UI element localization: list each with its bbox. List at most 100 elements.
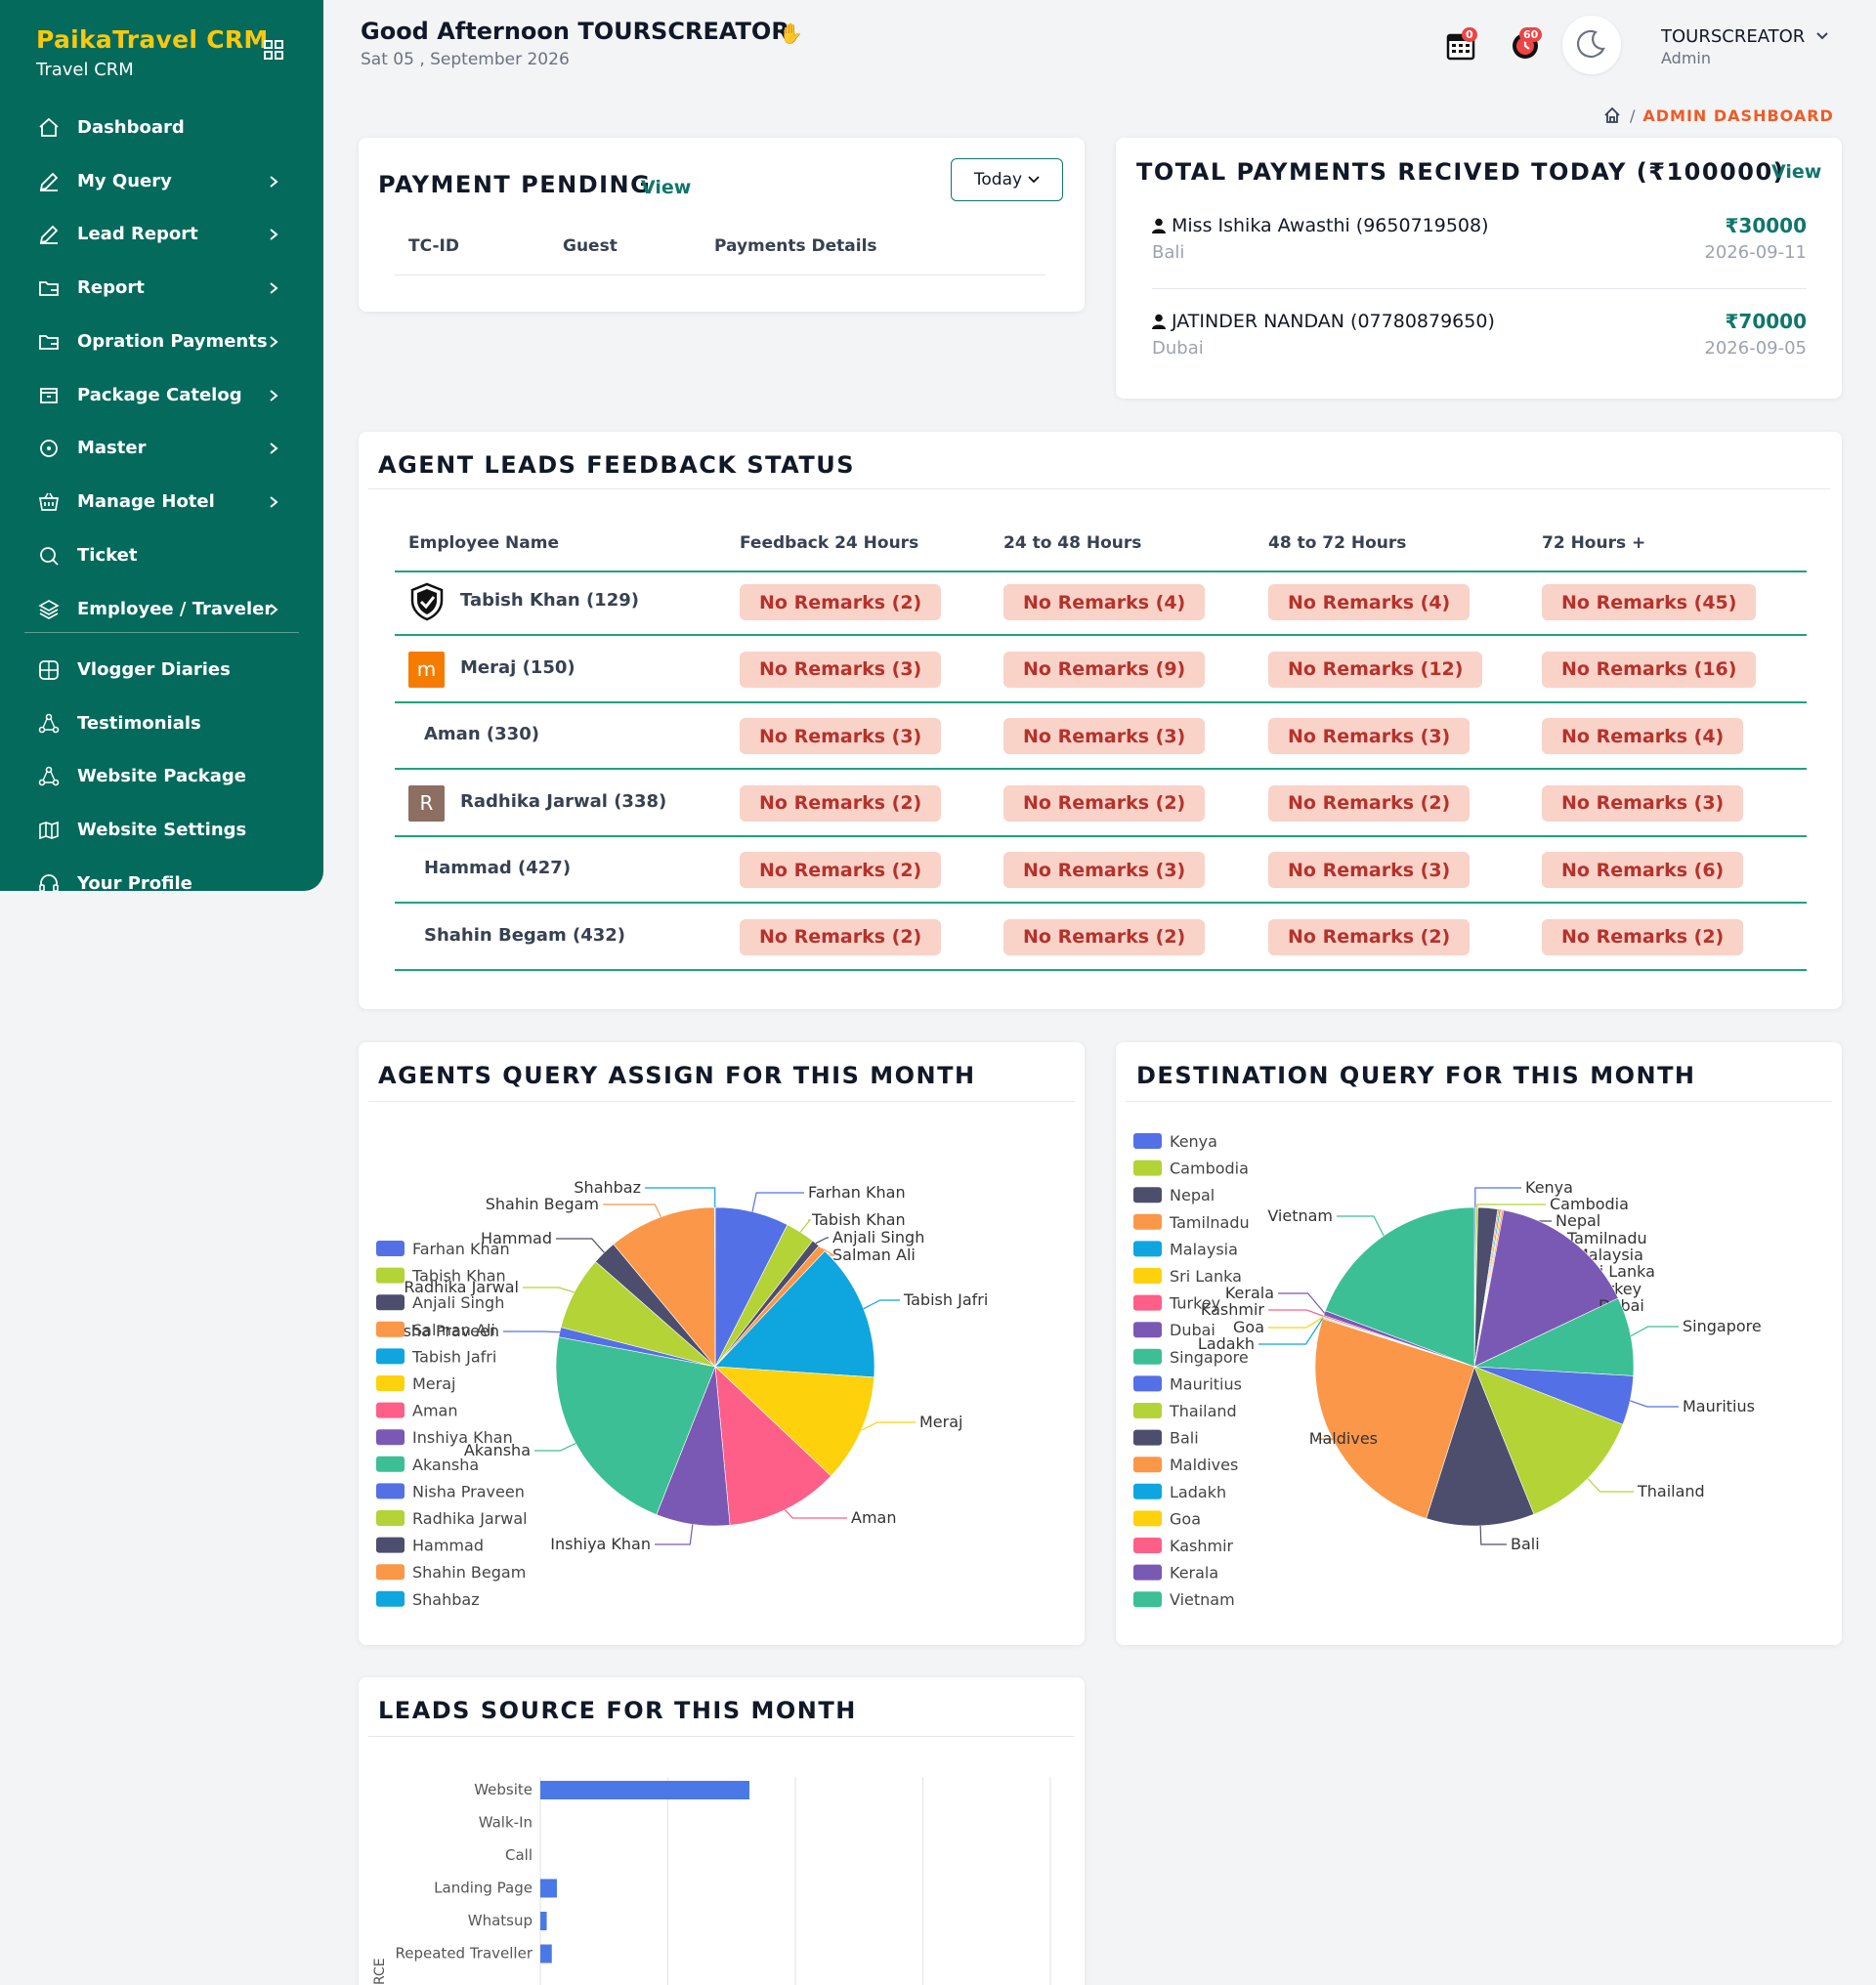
- legend-swatch[interactable]: [376, 1294, 405, 1311]
- legend-label-kerala[interactable]: Kerala: [1170, 1564, 1218, 1583]
- legend-label-cambodia[interactable]: Cambodia: [1170, 1160, 1249, 1178]
- legend-swatch[interactable]: [376, 1375, 405, 1391]
- legend-swatch[interactable]: [1133, 1429, 1162, 1446]
- legend-label-sri-lanka[interactable]: Sri Lanka: [1170, 1267, 1242, 1286]
- remarks-badge[interactable]: No Remarks (2): [740, 784, 942, 822]
- legend-label-maldives[interactable]: Maldives: [1170, 1456, 1238, 1474]
- legend-swatch[interactable]: [376, 1510, 405, 1526]
- legend-label-anjali-singh[interactable]: Anjali Singh: [412, 1293, 504, 1312]
- pie-slice-akansha[interactable]: [555, 1336, 716, 1515]
- remarks-badge[interactable]: No Remarks (4): [1003, 584, 1206, 620]
- remarks-badge[interactable]: No Remarks (3): [1003, 852, 1206, 888]
- sidebar-item-master[interactable]: Master: [0, 424, 323, 473]
- sidebar-item-ticket[interactable]: Ticket: [0, 531, 323, 580]
- legend-label-vietnam[interactable]: Vietnam: [1170, 1590, 1235, 1609]
- payment-pending-view-link[interactable]: View: [641, 177, 692, 198]
- total-payments-view-link[interactable]: View: [1771, 161, 1822, 183]
- remarks-badge[interactable]: No Remarks (2): [1542, 918, 1744, 955]
- sidebar-item-my-query[interactable]: My Query: [0, 157, 323, 206]
- sidebar-item-report[interactable]: Report: [0, 264, 323, 313]
- remarks-badge[interactable]: No Remarks (3): [1542, 784, 1744, 822]
- legend-label-thailand[interactable]: Thailand: [1169, 1402, 1237, 1420]
- legend-label-aman[interactable]: Aman: [412, 1402, 457, 1420]
- legend-swatch[interactable]: [376, 1348, 405, 1365]
- sidebar-item-manage-hotel[interactable]: Manage Hotel: [0, 478, 323, 527]
- pie-slice-vietnam[interactable]: [1325, 1206, 1475, 1368]
- remarks-badge[interactable]: No Remarks (2): [740, 584, 942, 620]
- legend-swatch[interactable]: [1133, 1187, 1162, 1204]
- sidebar-item-lead-report[interactable]: Lead Report: [0, 210, 323, 259]
- remarks-badge[interactable]: No Remarks (2): [1003, 918, 1206, 955]
- legend-label-goa[interactable]: Goa: [1170, 1509, 1201, 1528]
- legend-label-salman-ali[interactable]: Salman Ali: [412, 1321, 495, 1339]
- pie-slice-meraj[interactable]: [714, 1366, 874, 1477]
- legend-swatch[interactable]: [1133, 1375, 1162, 1392]
- legend-swatch[interactable]: [1133, 1348, 1162, 1365]
- legend-label-dubai[interactable]: Dubai: [1170, 1321, 1215, 1339]
- bar-repeated-traveller[interactable]: [540, 1944, 552, 1964]
- remarks-badge[interactable]: No Remarks (2): [1268, 784, 1471, 822]
- legend-label-turkey[interactable]: Turkey: [1169, 1294, 1220, 1313]
- remarks-badge[interactable]: No Remarks (9): [1003, 651, 1206, 688]
- legend-swatch[interactable]: [376, 1590, 405, 1607]
- remarks-badge[interactable]: No Remarks (3): [1268, 718, 1471, 754]
- remarks-badge[interactable]: No Remarks (6): [1542, 852, 1744, 888]
- legend-swatch[interactable]: [376, 1483, 405, 1499]
- grid-menu-icon[interactable]: [263, 39, 284, 61]
- sidebar-item-package-catelog[interactable]: Package Catelog: [0, 371, 323, 420]
- legend-swatch[interactable]: [1133, 1403, 1162, 1418]
- legend-swatch[interactable]: [1133, 1133, 1162, 1149]
- legend-label-nepal[interactable]: Nepal: [1170, 1186, 1215, 1204]
- legend-label-tabish-jafri[interactable]: Tabish Jafri: [411, 1347, 496, 1366]
- legend-label-singapore[interactable]: Singapore: [1170, 1348, 1249, 1367]
- remarks-badge[interactable]: No Remarks (2): [1268, 918, 1471, 955]
- date-filter-select[interactable]: Today: [951, 158, 1063, 201]
- legend-swatch[interactable]: [376, 1402, 405, 1418]
- legend-label-kenya[interactable]: Kenya: [1170, 1132, 1217, 1151]
- legend-swatch[interactable]: [376, 1267, 405, 1284]
- legend-label-malaysia[interactable]: Malaysia: [1170, 1240, 1238, 1258]
- legend-swatch[interactable]: [376, 1456, 405, 1472]
- alarm-button[interactable]: 60: [1510, 27, 1543, 61]
- remarks-badge[interactable]: No Remarks (2): [740, 852, 942, 888]
- bar-whatsup[interactable]: [540, 1912, 547, 1930]
- sidebar-item-employee-traveler[interactable]: Employee / Traveler: [0, 585, 323, 634]
- sidebar-item-vlogger-diaries[interactable]: Vlogger Diaries: [0, 646, 323, 695]
- legend-swatch[interactable]: [1133, 1213, 1162, 1230]
- sidebar-item-dashboard[interactable]: Dashboard: [0, 104, 323, 152]
- legend-label-akansha[interactable]: Akansha: [412, 1456, 479, 1474]
- legend-label-tamilnadu[interactable]: Tamilnadu: [1169, 1213, 1250, 1232]
- legend-swatch[interactable]: [1133, 1322, 1162, 1338]
- remarks-badge[interactable]: No Remarks (12): [1268, 651, 1483, 688]
- legend-label-tabish-khan[interactable]: Tabish Khan: [411, 1267, 506, 1286]
- legend-swatch[interactable]: [376, 1537, 405, 1553]
- legend-swatch[interactable]: [1133, 1457, 1162, 1473]
- legend-label-meraj[interactable]: Meraj: [412, 1374, 455, 1393]
- legend-swatch[interactable]: [1133, 1241, 1162, 1257]
- legend-label-shahbaz[interactable]: Shahbaz: [412, 1590, 480, 1609]
- remarks-badge[interactable]: No Remarks (45): [1542, 584, 1757, 620]
- legend-swatch[interactable]: [376, 1241, 405, 1256]
- pie-slice-maldives[interactable]: [1314, 1318, 1475, 1519]
- remarks-badge[interactable]: No Remarks (2): [1003, 784, 1206, 822]
- remarks-badge[interactable]: No Remarks (3): [740, 718, 942, 754]
- legend-swatch[interactable]: [1133, 1538, 1162, 1553]
- bar-landing-page[interactable]: [540, 1879, 557, 1898]
- legend-label-nisha-praveen[interactable]: Nisha Praveen: [412, 1482, 525, 1500]
- legend-swatch[interactable]: [1133, 1268, 1162, 1284]
- legend-label-bali[interactable]: Bali: [1170, 1429, 1199, 1448]
- remarks-badge[interactable]: No Remarks (16): [1542, 651, 1757, 688]
- user-menu-name[interactable]: TOURSCREATOR: [1661, 26, 1806, 47]
- sidebar-item-testimonials[interactable]: Testimonials: [0, 699, 323, 748]
- calendar-button[interactable]: 0: [1446, 27, 1477, 61]
- legend-swatch[interactable]: [1133, 1591, 1162, 1608]
- home-icon[interactable]: [1602, 106, 1622, 125]
- legend-label-inshiya-khan[interactable]: Inshiya Khan: [412, 1428, 513, 1447]
- legend-label-ladakh[interactable]: Ladakh: [1170, 1483, 1226, 1501]
- bar-website[interactable]: [540, 1781, 750, 1799]
- legend-label-shahin-begam[interactable]: Shahin Begam: [412, 1563, 526, 1582]
- sidebar-item-your-profile[interactable]: Your Profile: [0, 860, 323, 891]
- pie-slice-bali[interactable]: [1426, 1366, 1535, 1527]
- sidebar-item-website-settings[interactable]: Website Settings: [0, 806, 323, 855]
- pie-slice-shahbaz[interactable]: [714, 1206, 716, 1368]
